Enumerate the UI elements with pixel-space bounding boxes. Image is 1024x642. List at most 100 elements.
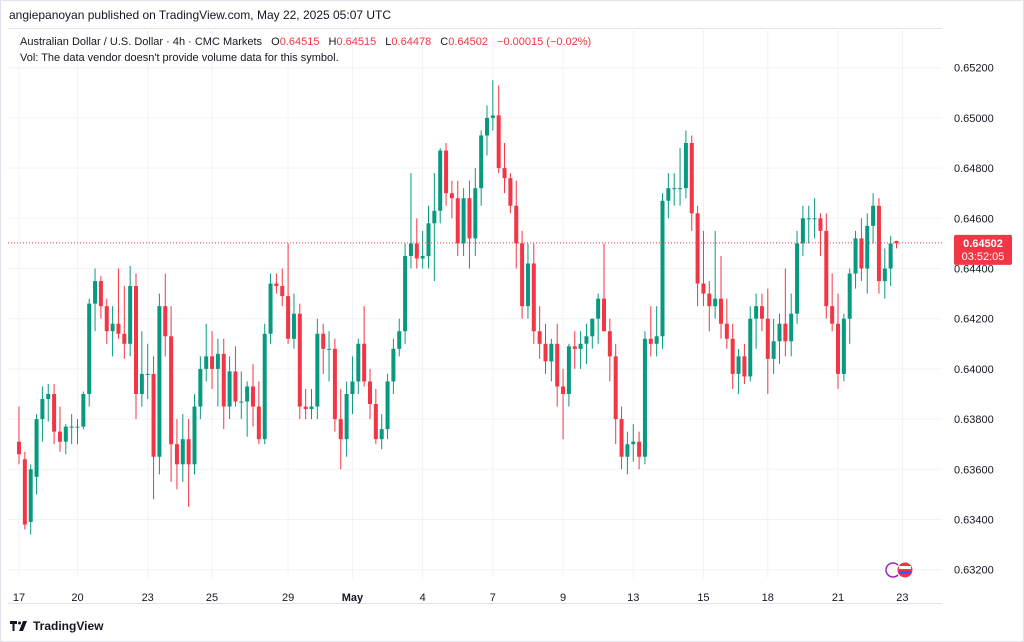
candle-body [549,343,554,362]
candle-body [543,343,548,362]
candle-body [63,426,68,442]
legend-open-value: 0.64515 [279,36,320,48]
candle-body [356,343,361,382]
candle-body [309,406,314,410]
candle-body [116,323,121,334]
last-price-tag [954,234,1012,265]
candle-body [473,188,478,239]
candle-body [602,298,606,332]
candle-body [461,198,466,244]
x-tick-label: 29 [282,592,294,604]
legend-high-label: H [328,36,337,48]
candle-body [379,429,384,440]
candle-body [812,218,817,220]
candle-body [707,293,712,307]
last-price-value: 0.64502 [963,238,1003,250]
candle-body [233,371,238,402]
candle-body [57,431,62,442]
candle-body [122,333,127,344]
candle-body [98,281,103,307]
candle-body [408,243,413,256]
candle-body [69,426,74,428]
legend-close-label: C [440,36,449,48]
candle-body [204,356,209,369]
candle-body [847,273,852,319]
candle-body [572,346,577,349]
candle-body [859,238,864,269]
candle-body [315,333,320,407]
candle-body [619,419,624,457]
candle-body [274,283,279,287]
candle-body [642,338,647,457]
tradingview-footer[interactable]: TradingView [10,619,103,633]
candle-body [151,373,156,457]
x-tick-label: 9 [560,592,566,604]
candle-body [795,243,800,314]
candle-body [502,168,507,179]
x-tick-label: 25 [206,592,218,604]
candle-body [607,331,612,357]
candle-body [245,386,250,402]
candle-body [438,150,443,211]
y-tick-label: 0.65200 [954,63,994,75]
candle-body [17,441,21,455]
candle-body [765,318,770,359]
candle-body [789,313,794,342]
candle-body [888,243,893,269]
candle-body [777,323,782,342]
x-tick-label: 23 [142,592,154,604]
candle-body [75,426,80,428]
legend-volume-note: Vol: The data vendor doesn't provide vol… [20,52,339,64]
candle-body [297,313,302,407]
candle-body [800,218,805,244]
candle-body [724,323,729,339]
candle-body [824,230,829,307]
candle-body [239,401,244,403]
candle-body [584,336,589,344]
legend-symbol[interactable]: Australian Dollar / U.S. Dollar · 4h · C… [20,36,263,48]
candle-body [853,238,858,274]
candle-body [531,263,536,332]
candle-body [561,386,566,394]
candle-body [666,188,671,201]
candle-body [566,346,571,394]
candle-body [420,255,425,259]
legend-high-value: 0.64515 [336,36,377,48]
x-tick-label: 13 [627,592,639,604]
candle-body [514,205,519,244]
symbol-legend: Australian Dollar / U.S. Dollar · 4h · C… [20,34,591,66]
candle-body [373,404,378,440]
candle-body [783,323,788,342]
publisher-caption: angiepanoyan published on TradingView.co… [9,8,392,22]
candle-body [625,444,630,457]
candle-body [251,386,255,407]
candle-body [496,115,501,169]
candle-body [385,381,390,430]
y-tick-label: 0.63200 [954,565,994,577]
candle-body [537,331,542,344]
x-tick-label: 17 [13,592,25,604]
candle-body [169,336,174,445]
candle-body [192,406,197,465]
candle-body [291,313,296,339]
candle-body [637,441,642,457]
candle-body [444,150,449,194]
candle-body [180,439,185,465]
legend-close-value: 0.64502 [448,36,488,48]
y-tick-label: 0.65000 [954,113,994,125]
candle-body [555,343,560,387]
y-tick-label: 0.64600 [954,213,994,225]
candle-body [836,323,840,374]
candle-body [338,419,343,440]
plot-area[interactable] [8,28,942,604]
candle-body [28,469,33,523]
candle-body [631,441,636,445]
candle-body [876,205,881,282]
candle-body [894,240,899,244]
x-tick-label: 15 [697,592,709,604]
x-tick-label: 21 [832,592,844,604]
candle-body [93,281,98,304]
x-tick-label: 23 [896,592,908,604]
candle-body [830,306,835,324]
